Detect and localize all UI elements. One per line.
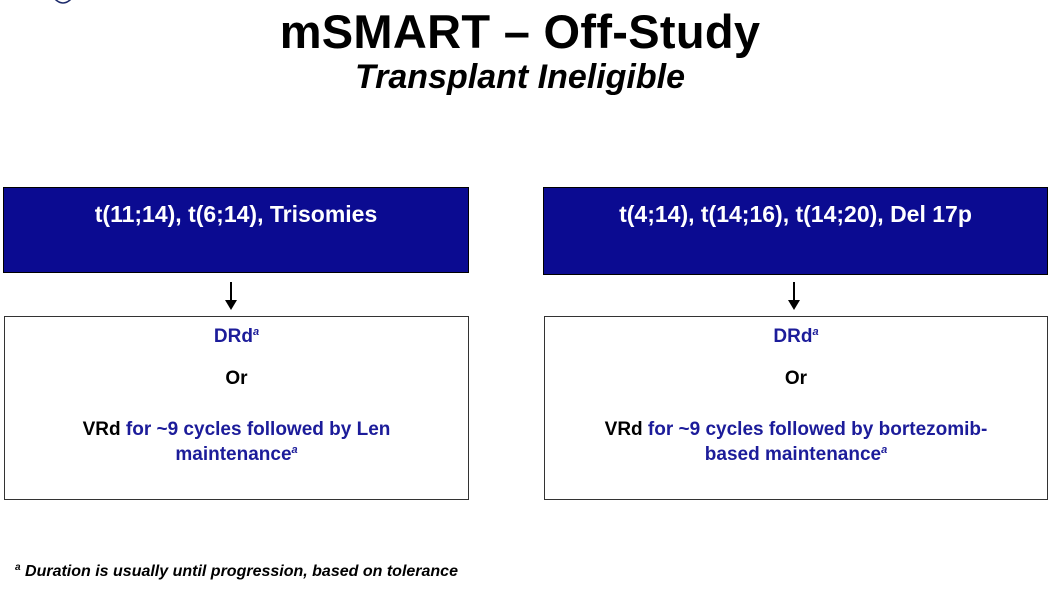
arrow-down-icon	[225, 282, 237, 310]
arrow-down-icon	[788, 282, 800, 310]
page-subtitle: Transplant Ineligible	[355, 58, 685, 96]
regimen-drd: DRda	[213, 326, 260, 347]
regimen-box-high: DRda Or VRd for ~9 cycles followed by bo…	[544, 316, 1048, 500]
risk-group-label: t(4;14), t(14;16), t(14;20), Del 17p	[619, 201, 972, 227]
page-title: mSMART – Off-Study	[279, 5, 761, 58]
regimen-box-standard: DRda Or VRd for ~9 cycles followed by Le…	[4, 316, 469, 500]
regimen-vrd: VRd for ~9 cycles followed by Len mainte…	[82, 419, 391, 465]
regimen-drd: DRda	[773, 326, 819, 347]
risk-group-header-standard: t(11;14), t(6;14), Trisomies	[3, 187, 469, 273]
risk-group-header-high: t(4;14), t(14;16), t(14;20), Del 17p	[543, 187, 1048, 275]
shield-logo-icon	[54, 0, 72, 4]
footnote: a Duration is usually until progression,…	[15, 562, 458, 581]
or-label: Or	[784, 368, 808, 389]
or-label: Or	[225, 368, 248, 389]
risk-group-label: t(11;14), t(6;14), Trisomies	[94, 201, 378, 227]
regimen-vrd: VRd for ~9 cycles followed by bortezomib…	[604, 419, 988, 465]
